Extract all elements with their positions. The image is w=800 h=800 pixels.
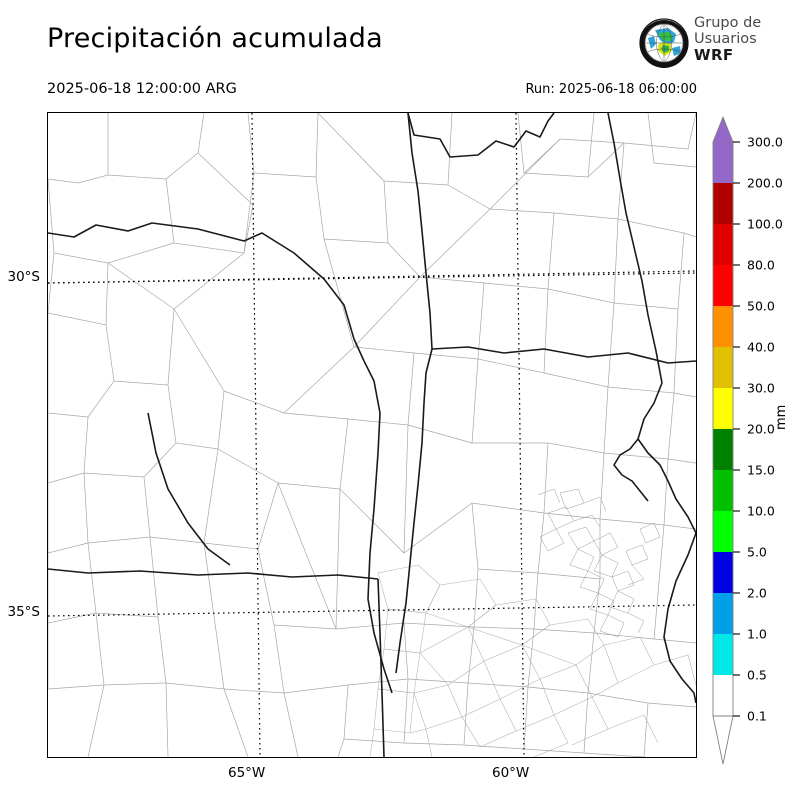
colorbar-tick-40: 40.0: [747, 339, 775, 355]
valid-time-label: 2025-06-18 12:00:00 ARG: [47, 81, 237, 97]
wrf-user-group-logo: Grupo de Usuarios WRF: [638, 15, 800, 74]
globe-emblem-icon: [638, 18, 690, 70]
logo-line-2: Usuarios: [694, 30, 757, 47]
province-boundaries: [48, 113, 696, 757]
map-canvas[interactable]: [47, 112, 697, 758]
xtick-label-60W: 60°W: [492, 765, 530, 781]
department-boundaries: [48, 113, 696, 757]
colorbar-tick-1: 1.0: [747, 626, 767, 642]
logo-line-3: WRF: [694, 46, 734, 65]
colorbar-tick-80: 80.0: [747, 257, 775, 273]
conurbano-mesh: [537, 488, 661, 638]
logo-text-block: Grupo de Usuarios WRF: [694, 15, 762, 65]
colorbar-tick-200: 200.0: [747, 175, 783, 191]
colorbar-tick-30: 30.0: [747, 380, 775, 396]
municipal-mesh: [369, 564, 696, 757]
ytick-label-30S: 30°S: [7, 269, 41, 285]
colorbar-tick-20: 20.0: [747, 421, 775, 437]
colorbar-tick-50: 50.0: [747, 298, 775, 314]
colorbar-tick-0p5: 0.5: [747, 667, 767, 683]
colorbar-swatches: [712, 115, 740, 765]
colorbar-tick-5: 5.0: [747, 544, 767, 560]
logo-line-1: Grupo de: [694, 15, 762, 31]
map-vector-layer: [48, 113, 696, 757]
colorbar-tick-15: 15.0: [747, 462, 775, 478]
ytick-label-35S: 35°S: [7, 604, 41, 620]
colorbar[interactable]: 300.0 200.0 100.0 80.0 50.0 40.0 30.0 20…: [705, 112, 800, 772]
colorbar-tick-300: 300.0: [747, 134, 783, 150]
colorbar-tick-0p1: 0.1: [747, 708, 767, 724]
graticule-lines: [48, 113, 696, 757]
colorbar-tick-2: 2.0: [747, 585, 767, 601]
xtick-label-65W: 65°W: [228, 765, 266, 781]
page-title: Precipitación acumulada: [47, 23, 383, 54]
colorbar-tick-10: 10.0: [747, 503, 775, 519]
colorbar-unit-label: mm: [774, 404, 789, 430]
colorbar-tick-100: 100.0: [747, 216, 783, 232]
run-time-label: Run: 2025-06-18 06:00:00: [525, 82, 697, 97]
